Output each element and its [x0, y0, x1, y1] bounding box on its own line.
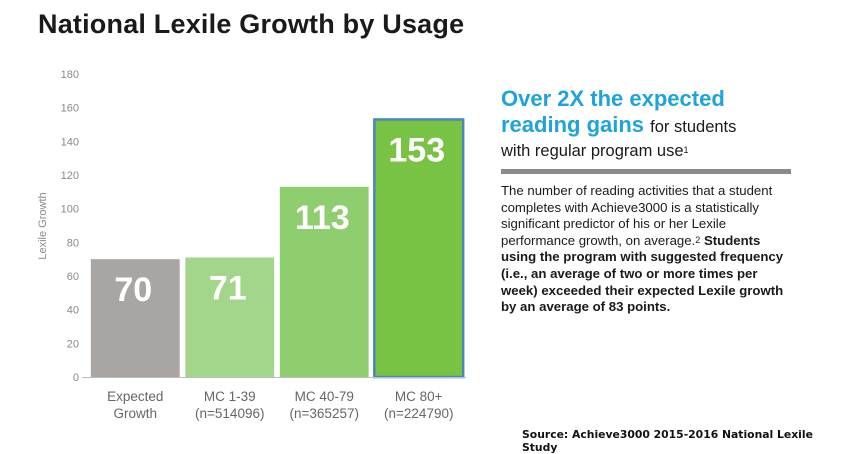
divider-rule — [501, 169, 791, 174]
body-bold: Students using the program with suggeste… — [501, 232, 784, 315]
y-axis-ticks: 0 20 40 60 80 100 120 140 160 180 — [61, 69, 79, 384]
headline-tail-1: for students — [650, 118, 737, 136]
x-tick-sublabel: (n=365257) — [290, 406, 359, 421]
y-tick-label: 40 — [67, 305, 79, 317]
bar — [373, 118, 465, 379]
bar — [90, 259, 180, 377]
y-tick-label: 100 — [61, 204, 79, 216]
source-note: Source: Achieve3000 2015-2016 National L… — [522, 428, 813, 454]
x-tick-label: Expected — [107, 389, 163, 404]
bars: 70 71 113 153 — [90, 118, 465, 379]
y-tick-label: 0 — [73, 372, 79, 384]
x-tick-label: MC 1-39 — [204, 389, 256, 404]
bar — [185, 257, 275, 377]
x-tick-label: MC 40-79 — [295, 389, 354, 404]
x-tick-sublabel: Growth — [113, 406, 157, 421]
x-axis-labels: Expected Growth MC 1-39 (n=514096) MC 40-79 (… — [107, 389, 453, 421]
callout-panel: Over 2X the expected reading gains for s… — [501, 86, 801, 316]
y-tick-label: 80 — [67, 237, 79, 249]
callout-body: The number of reading activities that a … — [501, 183, 796, 316]
y-tick-label: 120 — [61, 170, 79, 182]
bar-value-label: 113 — [295, 199, 350, 237]
bar-value-label: 71 — [209, 269, 247, 307]
bar-chart: 0 20 40 60 80 100 120 140 160 180 Lexile Growth 7… — [37, 69, 466, 421]
y-tick-label: 60 — [67, 271, 79, 283]
body-intro: The number of reading activities that a … — [501, 183, 773, 248]
y-tick-label: 180 — [61, 69, 79, 81]
callout-headline: Over 2X the expected reading gains for s… — [501, 86, 801, 140]
bar-value-label: 70 — [114, 271, 152, 309]
y-tick-label: 140 — [61, 136, 79, 148]
x-tick-sublabel: (n=224790) — [384, 406, 453, 421]
page-title: National Lexile Growth by Usage — [38, 9, 465, 39]
y-axis-title: Lexile Growth — [37, 192, 49, 259]
bar-value-label: 153 — [388, 131, 445, 169]
y-tick-label: 20 — [67, 338, 79, 350]
bar — [279, 186, 369, 377]
footnote-marker-2: 2 — [695, 234, 701, 245]
y-tick-label: 160 — [61, 103, 79, 115]
headline-line-1: Over 2X the expected — [501, 86, 725, 111]
x-tick-sublabel: (n=514096) — [195, 406, 264, 421]
x-tick-label: MC 80+ — [395, 389, 443, 404]
footnote-marker-1: 1 — [683, 145, 689, 155]
headline-line-2: reading gains — [501, 112, 645, 137]
headline-tail-2: with regular program use — [501, 142, 684, 160]
